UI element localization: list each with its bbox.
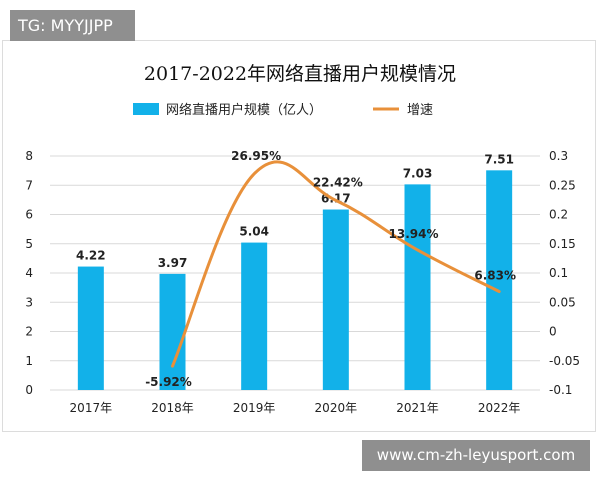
bar-value-label: 7.03	[403, 166, 433, 180]
left-tick-label: 5	[25, 237, 33, 251]
right-tick-label: 0.2	[549, 208, 568, 222]
line-labels: -5.92% 26.95% 22.42% 13.94% 6.83%	[145, 149, 516, 389]
left-tick-label: 0	[25, 383, 33, 397]
watermark-site: www.cm-zh-leyusport.com	[362, 440, 590, 471]
right-tick-label: 0.3	[549, 149, 568, 163]
right-tick-label: -0.05	[549, 354, 580, 368]
category-label: 2022年	[478, 401, 521, 415]
growth-value-label: 22.42%	[313, 175, 363, 189]
left-tick-label: 8	[25, 149, 33, 163]
watermark-tag: TG: MYYJJPP	[10, 10, 135, 41]
right-axis: -0.1 -0.05 0 0.05 0.1 0.15 0.2 0.25 0.3	[549, 149, 580, 397]
bar-value-label: 3.97	[158, 256, 188, 270]
left-axis: 0 1 2 3 4 5 6 7 8	[25, 149, 33, 397]
bar	[159, 273, 186, 390]
bar-value-label: 7.51	[484, 152, 514, 166]
left-tick-label: 4	[25, 266, 33, 280]
growth-line	[171, 160, 501, 368]
left-tick-label: 2	[25, 325, 33, 339]
bar	[486, 170, 513, 390]
bar-series	[77, 170, 513, 390]
bar	[322, 209, 349, 390]
bar-value-label: 5.04	[239, 225, 269, 239]
growth-value-label: 6.83%	[474, 269, 516, 283]
right-tick-label: 0	[549, 325, 557, 339]
growth-value-label: 26.95%	[231, 149, 281, 163]
bar	[241, 242, 268, 390]
line-series	[171, 160, 501, 368]
category-label: 2021年	[396, 401, 439, 415]
right-tick-label: 0.15	[549, 237, 576, 251]
right-tick-label: -0.1	[549, 383, 572, 397]
gridlines	[50, 155, 540, 391]
chart-title: 2017-2022年网络直播用户规模情况	[144, 63, 456, 85]
growth-value-label: 13.94%	[389, 227, 439, 241]
right-tick-label: 0.1	[549, 266, 568, 280]
category-label: 2020年	[315, 401, 358, 415]
category-label: 2017年	[70, 401, 113, 415]
category-axis: 2017年 2018年 2019年 2020年 2021年 2022年	[70, 401, 521, 415]
right-tick-label: 0.25	[549, 178, 576, 192]
category-label: 2018年	[151, 401, 194, 415]
growth-value-label: -5.92%	[145, 375, 192, 389]
bar	[77, 266, 104, 390]
bar	[404, 184, 431, 390]
left-tick-label: 7	[25, 178, 33, 192]
left-tick-label: 1	[25, 354, 33, 368]
right-tick-label: 0.05	[549, 295, 576, 309]
legend-line-label: 增速	[407, 103, 433, 118]
legend-bar-swatch	[133, 103, 159, 115]
legend-bar-label: 网络直播用户规模（亿人）	[166, 102, 322, 118]
left-tick-label: 6	[25, 208, 33, 222]
left-tick-label: 3	[25, 295, 33, 309]
category-label: 2019年	[233, 401, 276, 415]
bar-value-label: 4.22	[76, 249, 106, 263]
